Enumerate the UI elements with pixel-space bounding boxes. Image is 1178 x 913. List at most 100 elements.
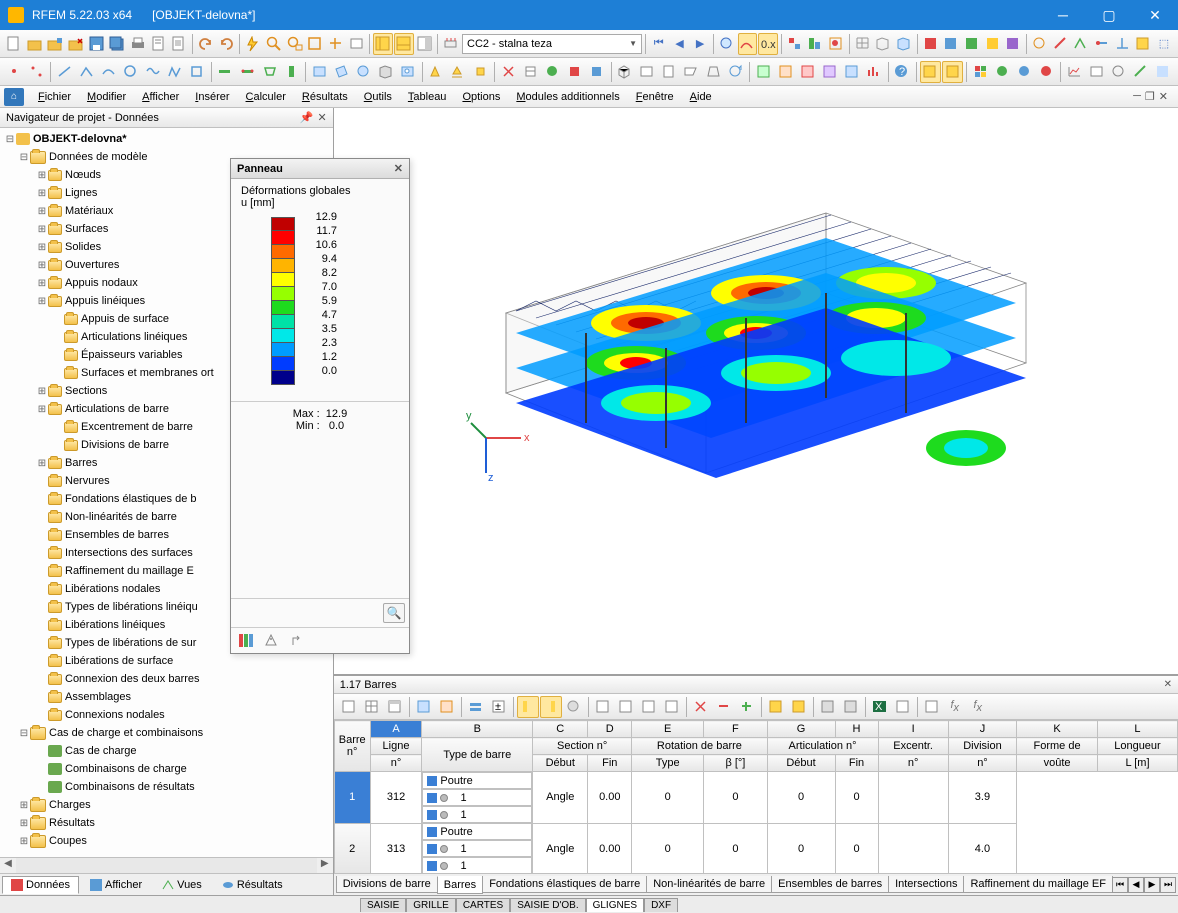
redo-button[interactable] <box>217 33 237 55</box>
color-tool-1[interactable] <box>970 61 991 83</box>
view-x-button[interactable] <box>637 61 658 83</box>
view-iso-button[interactable] <box>615 61 636 83</box>
toggle-panel2[interactable] <box>394 33 414 55</box>
line-tool-1[interactable] <box>54 61 75 83</box>
tree-item[interactable]: Cas de charge <box>0 742 333 760</box>
tt-btn-7[interactable]: ± <box>488 696 510 718</box>
tree-item[interactable]: ⊞Charges <box>0 796 333 814</box>
table-row[interactable]: 1312Poutre 1 1Angle0.0000003.9 <box>334 772 1177 824</box>
save-all-button[interactable] <box>107 33 127 55</box>
tree-item[interactable]: Connexions nodales <box>0 706 333 724</box>
show-deformation-button[interactable] <box>738 33 758 55</box>
misc-tool-1[interactable] <box>498 61 519 83</box>
member-tool-4[interactable] <box>281 61 302 83</box>
display-tool-2[interactable] <box>775 61 796 83</box>
tool-1[interactable] <box>1030 33 1050 55</box>
module-button-1[interactable] <box>921 33 941 55</box>
tool-3[interactable] <box>1071 33 1091 55</box>
status-tab[interactable]: CARTES <box>456 898 510 912</box>
view-persp-button[interactable] <box>703 61 724 83</box>
display-tool-3[interactable] <box>797 61 818 83</box>
extra-tool-3[interactable] <box>1109 61 1130 83</box>
table-close-icon[interactable]: ✕ <box>1164 679 1172 690</box>
extra-tool-2[interactable] <box>1087 61 1108 83</box>
tt-btn-16[interactable] <box>713 696 735 718</box>
window-close[interactable]: ✕ <box>1132 0 1178 30</box>
menu-outils[interactable]: Outils <box>356 89 400 105</box>
table-tab[interactable]: Divisions de barre <box>336 876 438 893</box>
help-tool[interactable]: ? <box>892 61 913 83</box>
table-row[interactable]: 2313Poutre 1 1Angle0.0000004.0 <box>334 823 1177 873</box>
surface-tool-4[interactable] <box>376 61 397 83</box>
mdi-close-icon[interactable]: ✕ <box>1159 90 1168 103</box>
tool-6[interactable] <box>1133 33 1153 55</box>
display-tool-1[interactable] <box>753 61 774 83</box>
nav-tab-views[interactable]: Vues <box>153 876 211 894</box>
nav-next-button[interactable]: ▶ <box>690 33 710 55</box>
zoom-window-button[interactable] <box>285 33 305 55</box>
nav-tab-data[interactable]: Données <box>2 876 79 894</box>
tool-4[interactable] <box>1092 33 1112 55</box>
panneau-zoom-icon[interactable]: 🔍 <box>383 603 405 623</box>
tt-fxparam-button[interactable]: fx <box>967 696 989 718</box>
status-tab[interactable]: DXF <box>644 898 678 912</box>
module-button-4[interactable] <box>983 33 1003 55</box>
tt-btn-9[interactable] <box>540 696 562 718</box>
menu-modifier[interactable]: Modifier <box>79 89 134 105</box>
menu-app-icon[interactable]: ⌂ <box>4 88 24 106</box>
tree-item[interactable]: Assemblages <box>0 688 333 706</box>
menu-fenêtre[interactable]: Fenêtre <box>628 89 682 105</box>
tree-item[interactable]: Combinaisons de résultats <box>0 778 333 796</box>
tree-item[interactable]: Libérations de surface <box>0 652 333 670</box>
zoom-extents-button[interactable] <box>305 33 325 55</box>
tt-btn-12[interactable] <box>615 696 637 718</box>
zoom-button[interactable] <box>264 33 284 55</box>
tt-btn-6[interactable] <box>465 696 487 718</box>
panneau-tool-2[interactable] <box>261 630 283 652</box>
tt-btn-1[interactable] <box>338 696 360 718</box>
pan-button[interactable] <box>326 33 346 55</box>
mdi-min-icon[interactable]: ─ <box>1133 90 1141 103</box>
member-tool-2[interactable] <box>237 61 258 83</box>
table-tab[interactable]: Non-linéarités de barre <box>646 876 772 893</box>
tt-btn-10[interactable] <box>563 696 585 718</box>
extra-tool-5[interactable] <box>1153 61 1174 83</box>
tt-btn-5[interactable] <box>436 696 458 718</box>
support-tool-1[interactable] <box>426 61 447 83</box>
support-tool-2[interactable] <box>448 61 469 83</box>
panneau-tool-1[interactable] <box>235 630 257 652</box>
data-table[interactable]: Barren° A B C D E F G H I J K L <box>334 720 1178 873</box>
table-tab-first[interactable]: ⏮ <box>1112 877 1128 893</box>
color-tool-2[interactable] <box>992 61 1013 83</box>
tt-btn-24[interactable] <box>921 696 943 718</box>
tt-btn-19[interactable] <box>788 696 810 718</box>
navigator-close-icon[interactable]: ✕ <box>318 111 327 124</box>
tt-btn-20[interactable] <box>817 696 839 718</box>
view-button[interactable] <box>347 33 367 55</box>
tt-btn-4[interactable] <box>413 696 435 718</box>
color-tool-3[interactable] <box>1014 61 1035 83</box>
line-tool-5[interactable] <box>143 61 164 83</box>
line-tool-3[interactable] <box>98 61 119 83</box>
table-tab-next[interactable]: ▶ <box>1144 877 1160 893</box>
panneau-close-icon[interactable]: ✕ <box>394 162 403 175</box>
tt-btn-3[interactable] <box>384 696 406 718</box>
display-tool-5[interactable] <box>842 61 863 83</box>
toggle-panel1[interactable] <box>373 33 393 55</box>
mdi-restore-icon[interactable]: ❐ <box>1145 90 1155 103</box>
tree-item[interactable]: Combinaisons de charge <box>0 760 333 778</box>
line-tool-2[interactable] <box>76 61 97 83</box>
extra-tool-4[interactable] <box>1131 61 1152 83</box>
model-view[interactable]: x y z <box>334 108 1178 675</box>
t2-btn-1[interactable] <box>4 61 25 83</box>
tt-btn-18[interactable] <box>765 696 787 718</box>
menu-insérer[interactable]: Insérer <box>187 89 237 105</box>
line-tool-4[interactable] <box>121 61 142 83</box>
menu-tableau[interactable]: Tableau <box>400 89 455 105</box>
menu-options[interactable]: Options <box>454 89 508 105</box>
table-tab[interactable]: Fondations élastiques de barre <box>482 876 647 893</box>
tt-fx-button[interactable]: fx <box>944 696 966 718</box>
calc-button-2[interactable] <box>805 33 825 55</box>
t2-btn-2[interactable] <box>26 61 47 83</box>
surface-tool-3[interactable] <box>354 61 375 83</box>
